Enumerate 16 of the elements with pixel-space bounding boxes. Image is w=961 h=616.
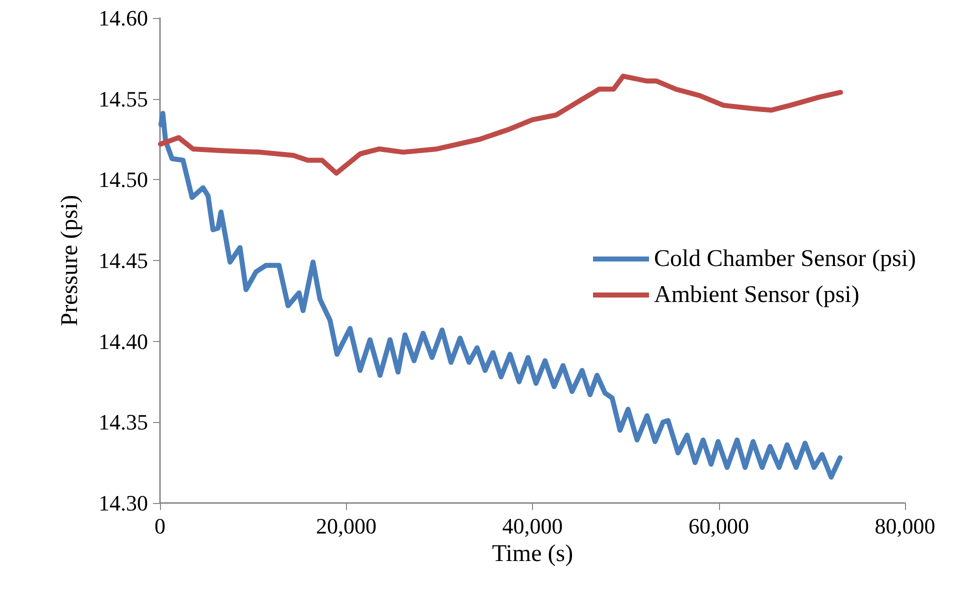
y-axis-title: Pressure (psi) [57,194,83,326]
y-tick-label: 14.45 [98,248,148,273]
x-tick-label: 60,000 [688,514,749,538]
x-tick-label: 20,000 [316,514,376,538]
legend-label: Cold Chamber Sensor (psi) [654,246,916,272]
x-tick-label: 40,000 [502,514,563,538]
y-tick-label: 14.50 [98,167,148,192]
y-tick-label: 14.60 [98,6,148,30]
y-tick-label: 14.30 [98,490,148,516]
legend-label: Ambient Sensor (psi) [654,282,860,308]
x-tick-label: 80,000 [874,514,936,538]
y-tick-label: 14.35 [98,410,148,435]
x-tick-label: 0 [154,514,166,538]
x-axis-title: Time (s) [492,540,574,567]
y-tick-label: 14.40 [98,328,148,354]
y-tick-label: 14.55 [98,86,148,112]
